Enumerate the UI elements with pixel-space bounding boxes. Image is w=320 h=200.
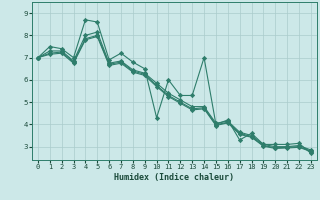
X-axis label: Humidex (Indice chaleur): Humidex (Indice chaleur) bbox=[115, 173, 234, 182]
